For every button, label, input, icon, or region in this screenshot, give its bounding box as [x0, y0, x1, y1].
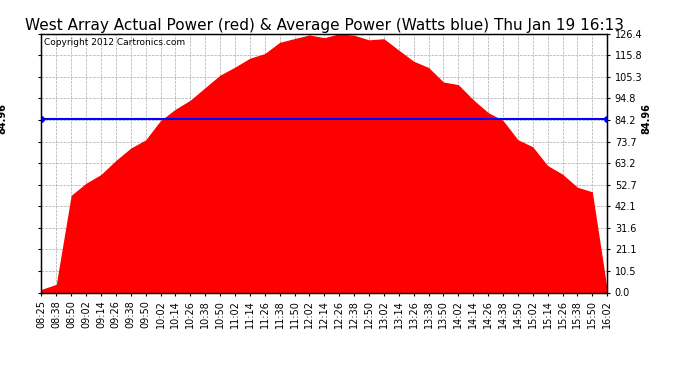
Text: 84.96: 84.96: [641, 103, 651, 134]
Text: 84.96: 84.96: [0, 103, 8, 134]
Text: Copyright 2012 Cartronics.com: Copyright 2012 Cartronics.com: [44, 38, 186, 46]
Title: West Array Actual Power (red) & Average Power (Watts blue) Thu Jan 19 16:13: West Array Actual Power (red) & Average …: [25, 18, 624, 33]
